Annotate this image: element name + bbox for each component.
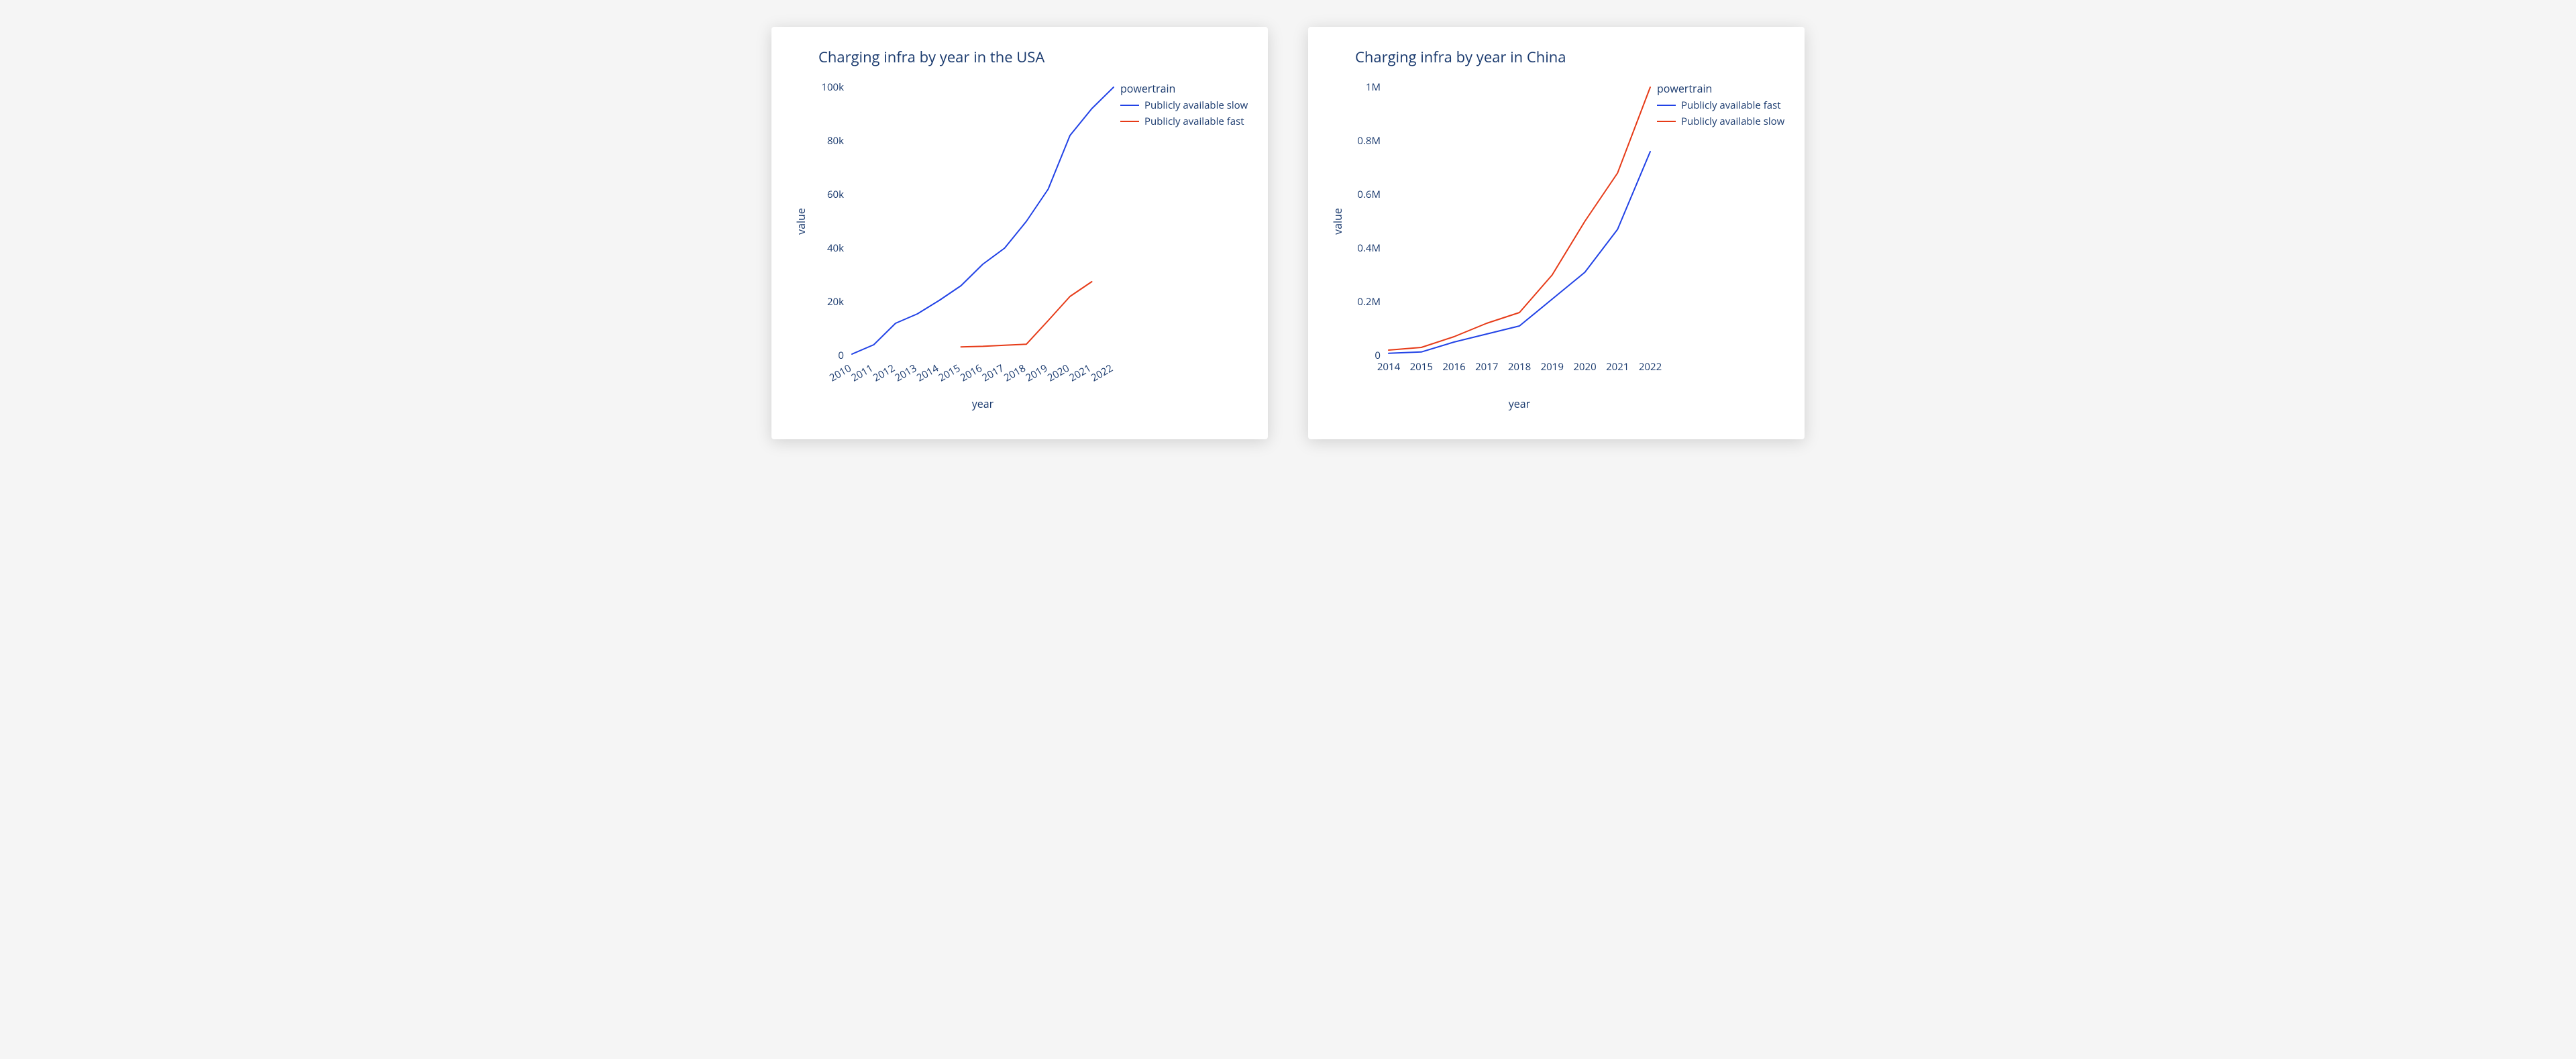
chart-card-usa: Charging infra by year in the USA 0 20k 40… xyxy=(771,27,1268,439)
legend-label: Publicly available fast xyxy=(1681,99,1781,112)
x-tick-label: 2017 xyxy=(1475,360,1498,374)
chart-card-china: Charging infra by year in China 00.2M0.4… xyxy=(1308,27,1805,439)
chart-title-usa: Charging infra by year in the USA xyxy=(818,47,1248,67)
x-axis-label: year xyxy=(972,396,994,411)
y-tick-label: 0.6M xyxy=(1357,188,1381,201)
y-axis-label: value xyxy=(794,208,808,235)
legend-label: Publicly available slow xyxy=(1681,115,1784,128)
x-axis-label: year xyxy=(1509,396,1531,411)
y-tick-label: 0.2M xyxy=(1357,295,1381,309)
legend-title: powertrain xyxy=(1657,81,1712,96)
y-tick-label: 60k xyxy=(827,188,844,201)
series-line xyxy=(1389,87,1650,350)
legend-label: Publicly available fast xyxy=(1144,115,1244,128)
x-tick-label: 2022 xyxy=(1639,360,1662,374)
legend-label: Publicly available slow xyxy=(1144,99,1248,112)
y-tick-label: 40k xyxy=(827,241,844,255)
y-tick-label: 80k xyxy=(827,134,844,148)
x-tick-label: 2021 xyxy=(1606,360,1629,374)
x-tick-label: 2020 xyxy=(1573,360,1596,374)
y-tick-label: 0.4M xyxy=(1357,241,1381,255)
chart-svg-usa: 020k40k60k80k100k20102011201220132014201… xyxy=(792,74,1248,416)
chart-title-china: Charging infra by year in China xyxy=(1355,47,1784,67)
y-tick-label: 0.8M xyxy=(1357,134,1381,148)
x-tick-label: 2014 xyxy=(1377,360,1401,374)
chart-svg-china: 00.2M0.4M0.6M0.8M1M201420152016201720182… xyxy=(1328,74,1784,416)
series-line xyxy=(852,87,1114,354)
y-tick-label: 0 xyxy=(838,349,844,362)
y-tick-label: 100k xyxy=(821,80,844,94)
x-tick-label: 2019 xyxy=(1541,360,1564,374)
x-tick-label: 2022 xyxy=(1089,361,1116,384)
y-tick-label: 20k xyxy=(827,295,844,309)
x-tick-label: 2018 xyxy=(1508,360,1531,374)
y-tick-label: 1M xyxy=(1366,80,1381,94)
series-line xyxy=(961,282,1092,347)
page-container: Charging infra by year in the USA 0 20k 40… xyxy=(0,0,2576,466)
x-tick-label: 2015 xyxy=(1410,360,1433,374)
legend-title: powertrain xyxy=(1120,81,1175,96)
y-axis-label: value xyxy=(1330,208,1345,235)
x-tick-label: 2016 xyxy=(1442,360,1465,374)
